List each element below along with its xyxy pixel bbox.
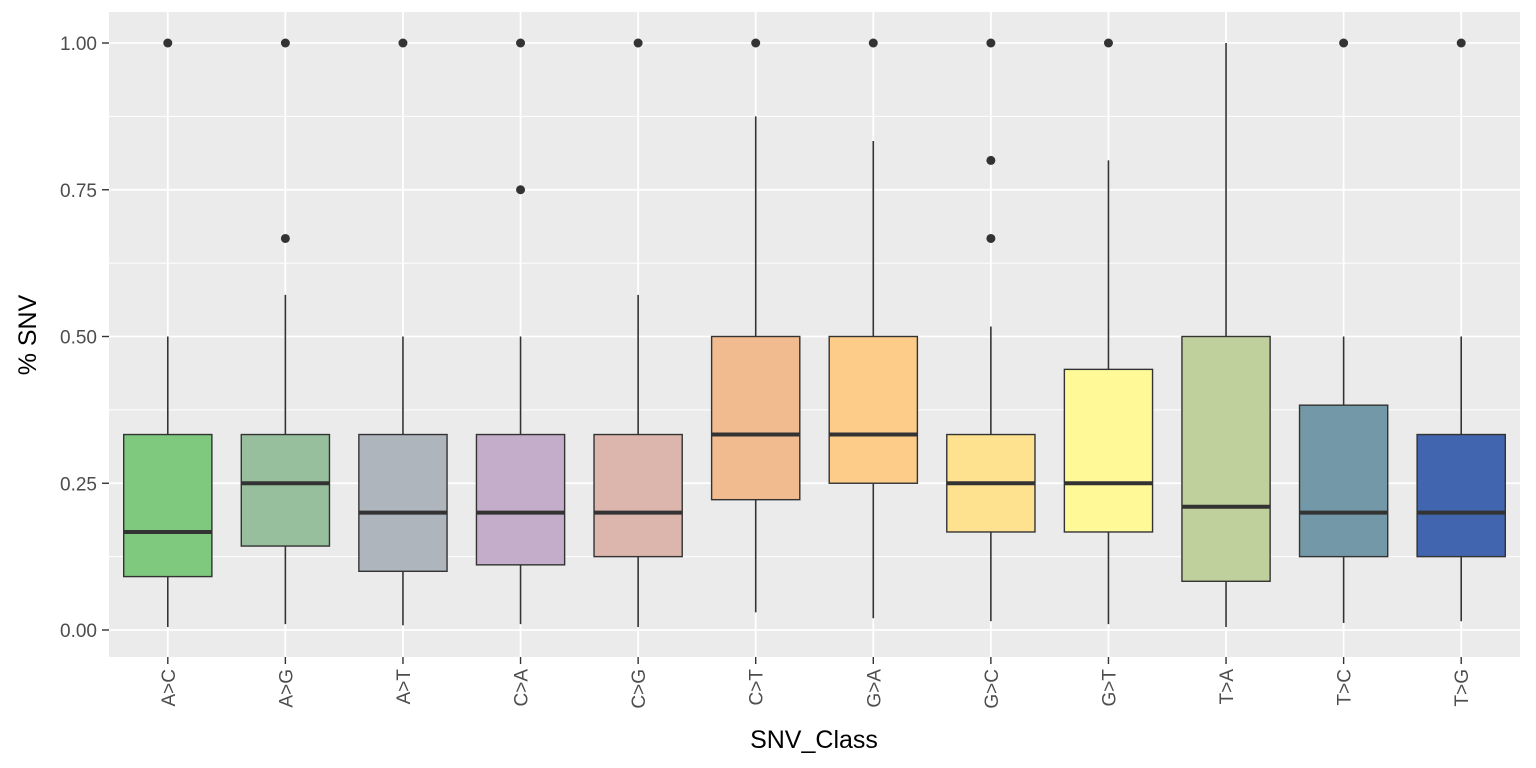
box-G>A (828, 38, 919, 619)
outlier-point (516, 185, 526, 195)
outlier-point (633, 38, 643, 48)
outlier-point (868, 38, 878, 48)
y-tick-label: 0.75 (60, 181, 97, 202)
x-tick-label: T>A (1217, 669, 1238, 705)
x-tick-label: C>A (512, 669, 533, 707)
x-tick-label: T>C (1335, 669, 1356, 705)
x-tick-label: A>G (276, 669, 297, 708)
iqr-box (1416, 433, 1507, 558)
x-axis-title: SNV_Class (750, 726, 878, 754)
outlier-point (1456, 38, 1466, 48)
x-tick-label: C>G (629, 669, 650, 709)
outlier-point (1339, 38, 1349, 48)
iqr-box (475, 433, 566, 566)
box-C>A (475, 38, 566, 625)
outlier-point (986, 38, 996, 48)
box-C>T (710, 38, 801, 613)
x-tick-label: A>C (159, 669, 180, 707)
box-T>A (1181, 43, 1271, 628)
y-tick-label: 0.50 (60, 328, 97, 349)
outlier-point (398, 38, 408, 48)
box-G>C (946, 38, 1036, 622)
box-C>G (593, 38, 683, 628)
y-tick-label: 1.00 (60, 34, 97, 55)
iqr-box (240, 433, 331, 547)
outlier-point (751, 38, 761, 48)
iqr-box (593, 433, 683, 558)
outlier-point (163, 38, 173, 48)
outlier-point (986, 155, 996, 165)
x-tick-label: A>T (394, 669, 415, 705)
x-tick-label: G>T (1099, 669, 1120, 707)
outlier-point (1103, 38, 1113, 48)
x-tick-label: G>A (864, 669, 885, 708)
outlier-point (280, 233, 290, 243)
y-axis-title: % SNV (14, 294, 42, 375)
iqr-box (828, 335, 919, 484)
box-T>C (1298, 38, 1389, 623)
x-tick-label: C>T (747, 669, 768, 706)
y-tick-label: 0.00 (60, 621, 97, 642)
box-A>G (240, 38, 331, 625)
x-axis: A>C A>G A>T C>A C>G C>T G>A G>C G>T T>A T>C T>G (159, 657, 1473, 709)
x-tick-label: G>C (982, 669, 1003, 709)
iqr-box (1181, 335, 1271, 582)
box-A>T (358, 38, 448, 626)
iqr-box (122, 433, 213, 578)
outlier-point (280, 38, 290, 48)
iqr-box (358, 433, 448, 572)
x-tick-label: T>G (1452, 669, 1473, 706)
plot-panel (109, 12, 1520, 657)
outlier-point (986, 233, 996, 243)
iqr-box (710, 335, 801, 501)
y-tick-label: 0.25 (60, 474, 97, 495)
iqr-box (1063, 368, 1154, 533)
box-A>C (122, 38, 213, 628)
box-G>T (1063, 38, 1154, 625)
outlier-point (516, 38, 526, 48)
box-T>G (1416, 38, 1507, 622)
iqr-box (1298, 404, 1389, 558)
y-axis: 0.00 0.25 0.50 0.75 1.00 (60, 34, 109, 642)
boxes-layer (122, 38, 1507, 628)
